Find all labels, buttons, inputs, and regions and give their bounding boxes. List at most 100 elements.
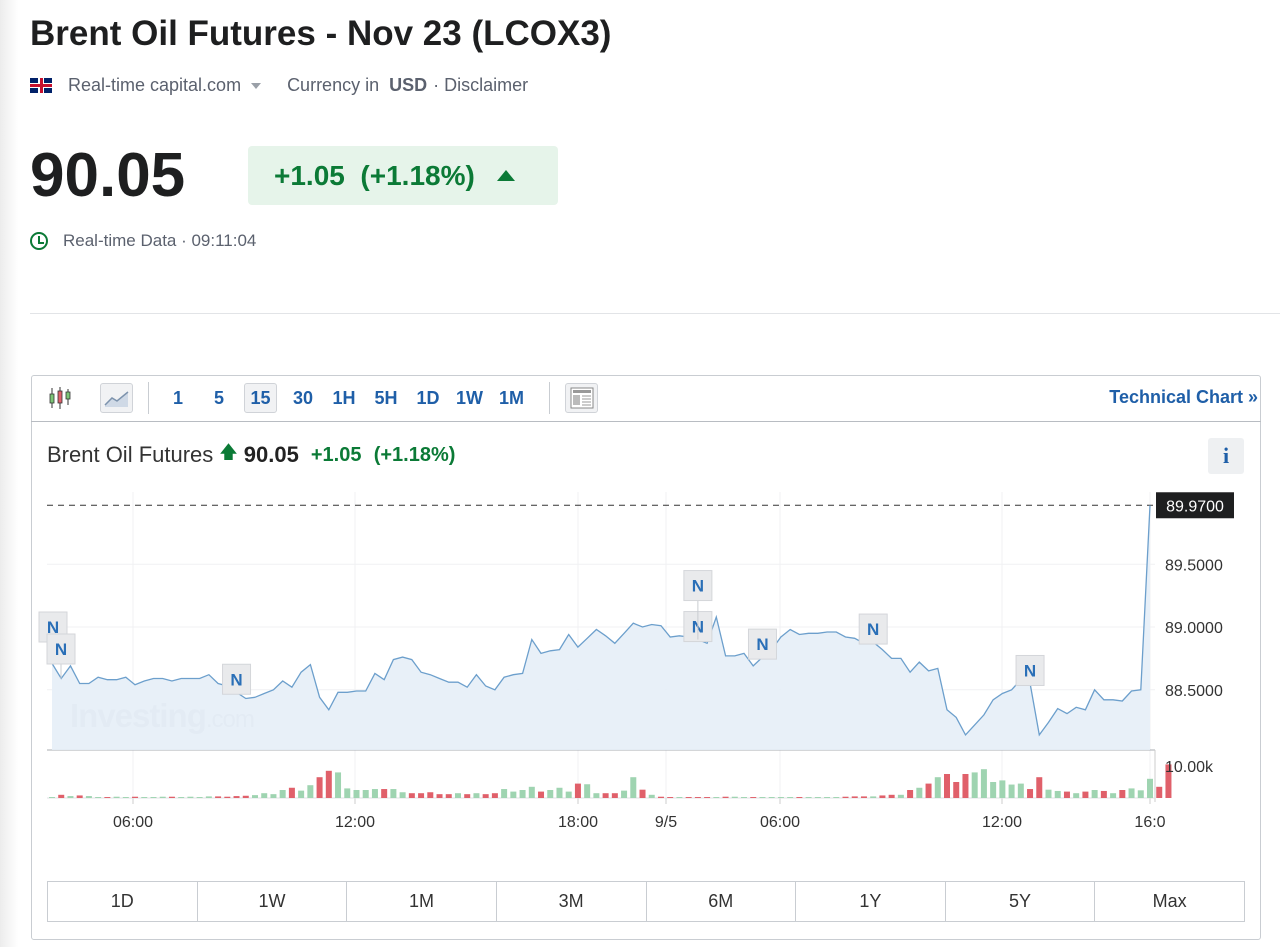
- volume-bar: [621, 790, 628, 798]
- volume-bar: [168, 796, 175, 798]
- area-chart-icon[interactable]: [100, 383, 133, 413]
- news-marker[interactable]: N: [858, 613, 888, 645]
- volume-bar: [860, 796, 867, 798]
- news-marker[interactable]: N: [683, 570, 713, 640]
- volume-bar: [962, 774, 969, 798]
- interval-5[interactable]: 5: [213, 387, 224, 408]
- news-marker[interactable]: N: [222, 663, 252, 695]
- volume-bar: [851, 796, 858, 798]
- chart-legend: Brent Oil Futures 🡅 90.05 +1.05 (+1.18%): [47, 440, 455, 470]
- volume-bar: [722, 796, 729, 798]
- volume-bar: [187, 796, 194, 798]
- volume-bar: [1165, 764, 1172, 798]
- last-price-label: 89.9700: [1166, 498, 1224, 515]
- interval-1m[interactable]: 1M: [498, 387, 524, 408]
- volume-bar: [473, 793, 480, 798]
- volume-bar: [233, 796, 240, 798]
- volume-bar: [196, 797, 203, 798]
- volume-bar: [971, 772, 978, 798]
- range-max[interactable]: Max: [1152, 891, 1187, 911]
- interval-1d[interactable]: 1D: [416, 387, 440, 408]
- volume-bar: [1128, 788, 1135, 798]
- volume-bar: [944, 774, 951, 798]
- volume-bar: [824, 797, 831, 798]
- chart-container: [31, 375, 1261, 940]
- news-marker-label: N: [1024, 661, 1036, 680]
- volume-bar: [796, 797, 803, 798]
- range-1d[interactable]: 1D: [48, 882, 198, 921]
- volume-bar: [58, 794, 65, 798]
- y-tick-label: 89.0000: [1165, 620, 1223, 637]
- volume-bar: [95, 797, 102, 798]
- volume-bar: [907, 790, 914, 798]
- volume-bar: [934, 777, 941, 798]
- news-layout-icon[interactable]: [565, 383, 598, 413]
- volume-bar: [251, 795, 258, 798]
- interval-30[interactable]: 30: [292, 387, 314, 408]
- interval-5h[interactable]: 5H: [374, 387, 398, 408]
- volume-bar: [381, 789, 388, 798]
- currency-label: Currency in: [287, 75, 380, 95]
- news-marker-box: [683, 570, 713, 602]
- range-1y[interactable]: 1Y: [796, 882, 946, 921]
- news-marker[interactable]: N: [46, 633, 76, 679]
- last-price: 90.05: [30, 141, 186, 210]
- x-tick-label: 06:00: [113, 814, 153, 831]
- volume-bar: [445, 794, 452, 798]
- change-badge: +1.05 (+1.18%): [248, 146, 558, 205]
- volume-bar: [741, 797, 748, 798]
- volume-bar: [316, 777, 323, 798]
- volume-bar: [76, 795, 83, 798]
- news-marker-box: [747, 628, 777, 660]
- interval-15[interactable]: 15: [244, 383, 277, 413]
- volume-bar: [639, 789, 646, 798]
- volume-bar: [787, 797, 794, 798]
- candlestick-icon[interactable]: [44, 383, 76, 413]
- page-title: Brent Oil Futures - Nov 23 (LCOX3): [30, 14, 612, 53]
- volume-bar: [335, 772, 342, 798]
- volume-bar: [224, 796, 231, 798]
- volume-bar: [159, 796, 166, 798]
- volume-bar: [1073, 793, 1080, 798]
- volume-bar: [759, 797, 766, 798]
- volume-bar: [713, 797, 720, 798]
- interval-1[interactable]: 1: [172, 387, 183, 408]
- volume-bar: [464, 794, 471, 798]
- news-marker-label: N: [692, 577, 704, 596]
- range-3m[interactable]: 3M: [497, 882, 647, 921]
- range-6m[interactable]: 6M: [647, 882, 797, 921]
- volume-bar: [953, 782, 960, 798]
- volume-bar: [1110, 793, 1117, 798]
- volume-bar: [602, 793, 609, 798]
- news-marker-label: N: [867, 620, 879, 639]
- x-tick-label: 12:00: [982, 814, 1022, 831]
- volume-bar: [49, 797, 55, 798]
- price-area-fill: [52, 505, 1150, 750]
- technical-chart-link[interactable]: Technical Chart »: [1109, 387, 1258, 407]
- interval-1h[interactable]: 1H: [332, 387, 356, 408]
- volume-bar: [298, 790, 305, 798]
- range-5y[interactable]: 5Y: [946, 882, 1096, 921]
- divider: [30, 313, 1280, 314]
- range-1w[interactable]: 1W: [198, 882, 348, 921]
- chart-toolbar: [31, 375, 1261, 422]
- data-source-select[interactable]: Real-time capital.com: [68, 75, 242, 95]
- range-1m[interactable]: 1M: [347, 882, 497, 921]
- disclaimer-link[interactable]: · Disclaimer: [433, 75, 529, 95]
- volume-bar: [584, 784, 591, 798]
- volume-bar: [1082, 791, 1089, 798]
- volume-bar: [1137, 790, 1144, 798]
- volume-bar: [325, 770, 332, 798]
- x-tick-label: 16:0: [1134, 814, 1165, 831]
- volume-bar: [141, 797, 148, 798]
- volume-bar: [371, 789, 378, 798]
- news-marker[interactable]: N: [747, 628, 777, 660]
- interval-1w[interactable]: 1W: [456, 387, 483, 408]
- chevron-down-icon[interactable]: [251, 82, 262, 89]
- volume-bar: [999, 780, 1006, 798]
- info-button[interactable]: i: [1208, 438, 1244, 474]
- volume-bar: [418, 793, 425, 798]
- volume-bar: [1147, 778, 1153, 798]
- news-marker[interactable]: N: [1015, 654, 1045, 686]
